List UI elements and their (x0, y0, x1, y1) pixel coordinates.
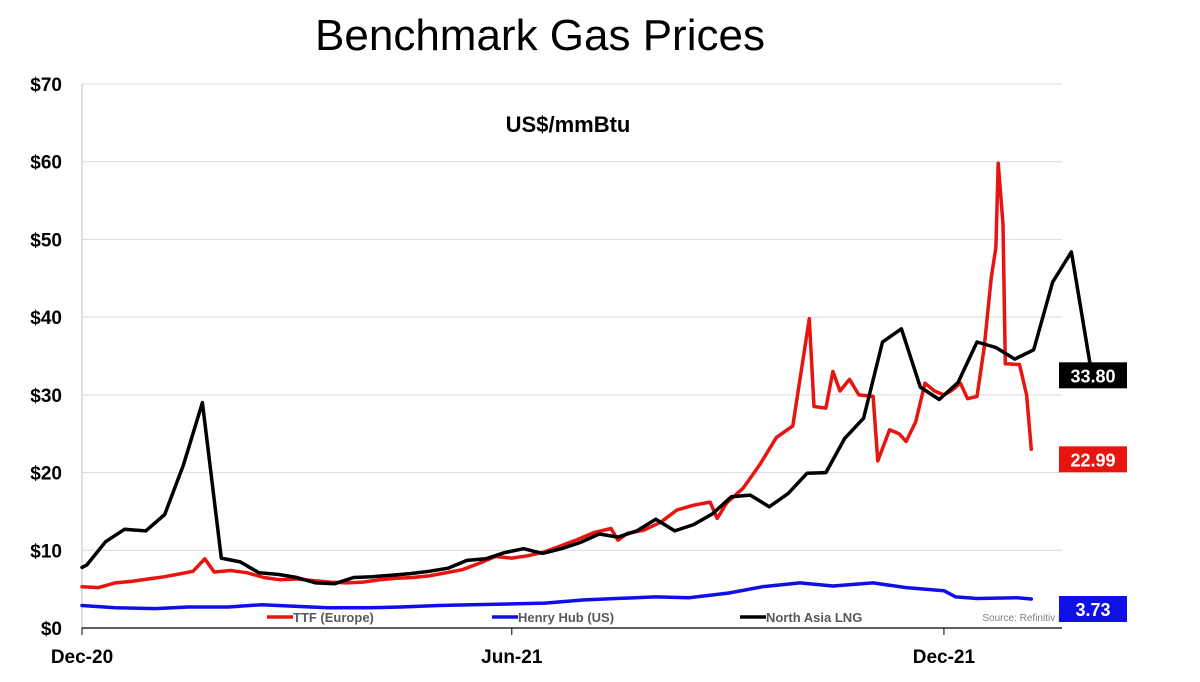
end-value-labels: 22.99 3.73 33.80 (1059, 362, 1127, 623)
series-line-north-asia-lng (80, 250, 1093, 586)
end-value-label: 33.80 (1059, 362, 1127, 389)
legend-label: North Asia LNG (766, 610, 862, 625)
legend: TTF (Europe) Henry Hub (US) North Asia LNG (267, 610, 862, 625)
legend-label: Henry Hub (US) (518, 610, 614, 625)
end-value-label-text: 3.73 (1075, 600, 1110, 620)
x-tick-label: Jun-21 (481, 647, 543, 668)
axes: $0 $10 $20 $30 $40 $50 $60 $70 Dec-20 Jun-21 Dec-2… (30, 75, 1062, 668)
end-value-label-box (1059, 362, 1127, 389)
end-value-label-box (1059, 596, 1127, 623)
end-value-label: 22.99 (1059, 446, 1127, 473)
series-line-henry-hub-us (80, 581, 1034, 611)
y-tick-label: $50 (30, 230, 62, 251)
y-tick-label: $60 (30, 153, 62, 174)
chart-subtitle: US$/mmBtu (506, 112, 631, 137)
y-tick-label: $40 (30, 308, 62, 329)
y-tick-label: $0 (41, 619, 62, 640)
y-tick-label: $20 (30, 464, 62, 485)
end-value-label-text: 22.99 (1070, 450, 1115, 470)
chart-title: Benchmark Gas Prices (315, 11, 765, 60)
x-tick-label: Dec-21 (913, 647, 976, 668)
end-value-label-box (1059, 446, 1127, 473)
y-tick-label: $10 (30, 541, 62, 562)
end-value-label-text: 33.80 (1070, 366, 1115, 386)
y-tick-label: $70 (30, 75, 62, 96)
end-value-label: 3.73 (1059, 596, 1127, 623)
series-lines (80, 161, 1093, 611)
gridlines (82, 83, 1062, 551)
y-tick-label: $30 (30, 386, 62, 407)
legend-label: TTF (Europe) (293, 610, 374, 625)
source-note: Source: Refinitiv Eikon (982, 613, 1083, 624)
x-tick-label: Dec-20 (51, 647, 113, 668)
